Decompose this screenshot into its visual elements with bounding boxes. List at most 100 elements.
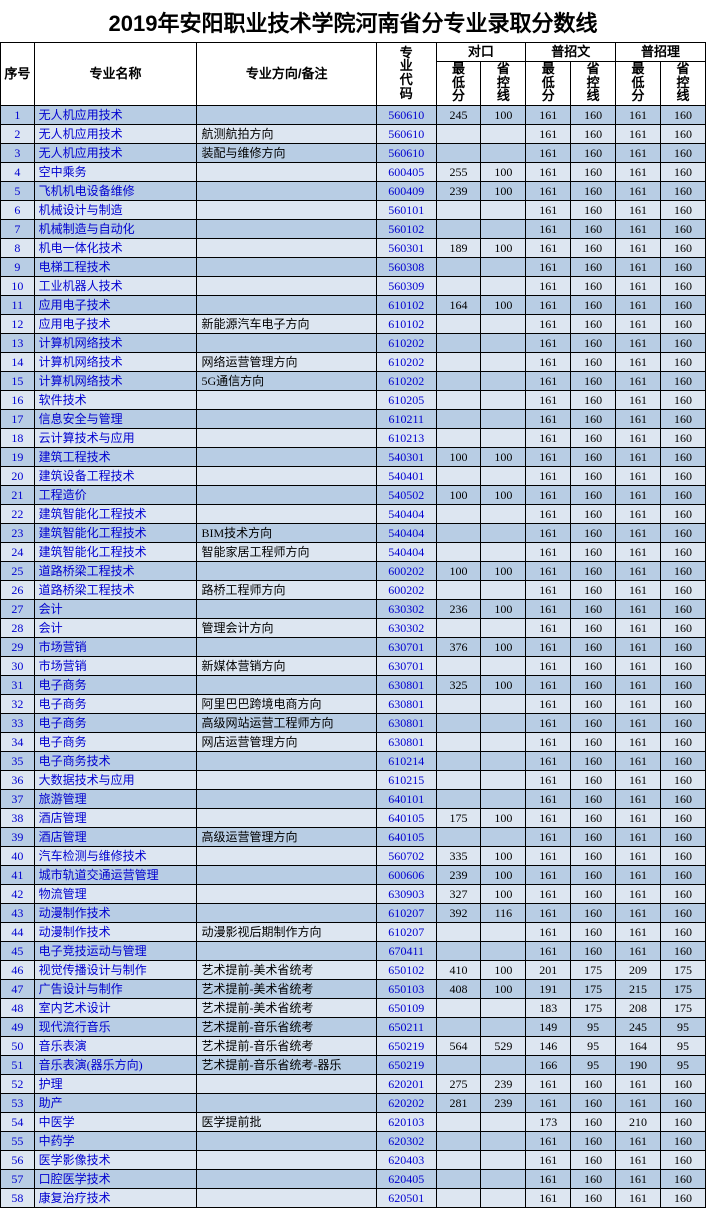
table-body: 1无人机应用技术5606102451001611601611602无人机应用技术… [1,106,706,1208]
cell-pl-min: 215 [616,980,661,999]
cell-dk-ctrl [481,505,526,524]
cell-note [197,809,377,828]
cell-pw-ctrl: 95 [571,1018,616,1037]
header-seq: 序号 [1,43,35,106]
cell-note [197,182,377,201]
cell-seq: 53 [1,1094,35,1113]
cell-dk-ctrl: 100 [481,600,526,619]
cell-dk-min [436,144,481,163]
table-row: 46视觉传播设计与制作艺术提前-美术省统考6501024101002011752… [1,961,706,980]
cell-pw-min: 201 [526,961,571,980]
cell-code: 610207 [377,923,436,942]
cell-pl-min: 161 [616,885,661,904]
cell-pl-ctrl: 160 [661,144,706,163]
cell-major: 会计 [34,600,197,619]
cell-code: 610213 [377,429,436,448]
cell-seq: 51 [1,1056,35,1075]
cell-dk-ctrl [481,391,526,410]
cell-seq: 25 [1,562,35,581]
header-pw-ctrl: 省控线 [571,62,616,106]
cell-pl-min: 161 [616,315,661,334]
cell-pw-ctrl: 160 [571,1075,616,1094]
table-row: 16软件技术610205161160161160 [1,391,706,410]
cell-pl-ctrl: 160 [661,106,706,125]
cell-code: 560610 [377,106,436,125]
cell-pl-ctrl: 160 [661,600,706,619]
table-row: 51音乐表演(器乐方向)艺术提前-音乐省统考-器乐650219166951909… [1,1056,706,1075]
cell-pw-min: 161 [526,125,571,144]
cell-major: 市场营销 [34,638,197,657]
cell-seq: 47 [1,980,35,999]
cell-dk-min [436,524,481,543]
cell-pw-ctrl: 175 [571,999,616,1018]
cell-pw-ctrl: 160 [571,391,616,410]
cell-pw-min: 161 [526,486,571,505]
cell-note [197,638,377,657]
cell-pw-min: 161 [526,1151,571,1170]
cell-pw-min: 161 [526,543,571,562]
table-row: 34电子商务网店运营管理方向630801161160161160 [1,733,706,752]
cell-note: 艺术提前-美术省统考 [197,980,377,999]
header-group-dk: 对口 [436,43,526,62]
cell-seq: 17 [1,410,35,429]
cell-pl-ctrl: 160 [661,220,706,239]
cell-pw-min: 161 [526,277,571,296]
cell-pw-ctrl: 160 [571,239,616,258]
cell-pl-min: 161 [616,429,661,448]
cell-pw-ctrl: 160 [571,904,616,923]
cell-pl-ctrl: 160 [661,486,706,505]
cell-note [197,505,377,524]
cell-note [197,942,377,961]
table-row: 33电子商务高级网站运营工程师方向630801161160161160 [1,714,706,733]
cell-dk-ctrl [481,144,526,163]
cell-major: 口腔医学技术 [34,1170,197,1189]
cell-major: 计算机网络技术 [34,372,197,391]
cell-pl-min: 161 [616,600,661,619]
cell-major: 酒店管理 [34,828,197,847]
cell-major: 城市轨道交通运营管理 [34,866,197,885]
cell-dk-ctrl [481,125,526,144]
cell-pl-ctrl: 160 [661,201,706,220]
table-row: 17信息安全与管理610211161160161160 [1,410,706,429]
cell-seq: 3 [1,144,35,163]
cell-dk-min: 376 [436,638,481,657]
cell-dk-min [436,1189,481,1208]
cell-seq: 33 [1,714,35,733]
header-dk-min: 最低分 [436,62,481,106]
cell-pl-ctrl: 160 [661,315,706,334]
table-row: 10工业机器人技术560309161160161160 [1,277,706,296]
cell-seq: 2 [1,125,35,144]
cell-dk-min [436,372,481,391]
cell-pw-ctrl: 160 [571,771,616,790]
cell-seq: 56 [1,1151,35,1170]
cell-dk-min [436,619,481,638]
cell-pl-ctrl: 95 [661,1056,706,1075]
cell-pl-ctrl: 160 [661,828,706,847]
table-row: 18云计算技术与应用610213161160161160 [1,429,706,448]
header-code: 专业代码 [377,43,436,106]
cell-dk-min [436,429,481,448]
cell-major: 会计 [34,619,197,638]
cell-major: 建筑智能化工程技术 [34,505,197,524]
cell-pl-min: 161 [616,410,661,429]
cell-note [197,885,377,904]
cell-dk-ctrl [481,619,526,638]
cell-seq: 13 [1,334,35,353]
cell-note [197,429,377,448]
cell-dk-ctrl: 100 [481,239,526,258]
cell-major: 旅游管理 [34,790,197,809]
cell-seq: 58 [1,1189,35,1208]
cell-major: 无人机应用技术 [34,106,197,125]
cell-note [197,239,377,258]
cell-pw-min: 161 [526,809,571,828]
cell-pl-ctrl: 160 [661,676,706,695]
cell-dk-ctrl [481,752,526,771]
cell-seq: 8 [1,239,35,258]
cell-code: 630701 [377,638,436,657]
cell-pl-min: 161 [616,581,661,600]
cell-pw-ctrl: 160 [571,695,616,714]
cell-code: 630801 [377,733,436,752]
cell-seq: 18 [1,429,35,448]
cell-major: 现代流行音乐 [34,1018,197,1037]
cell-pw-min: 161 [526,1189,571,1208]
